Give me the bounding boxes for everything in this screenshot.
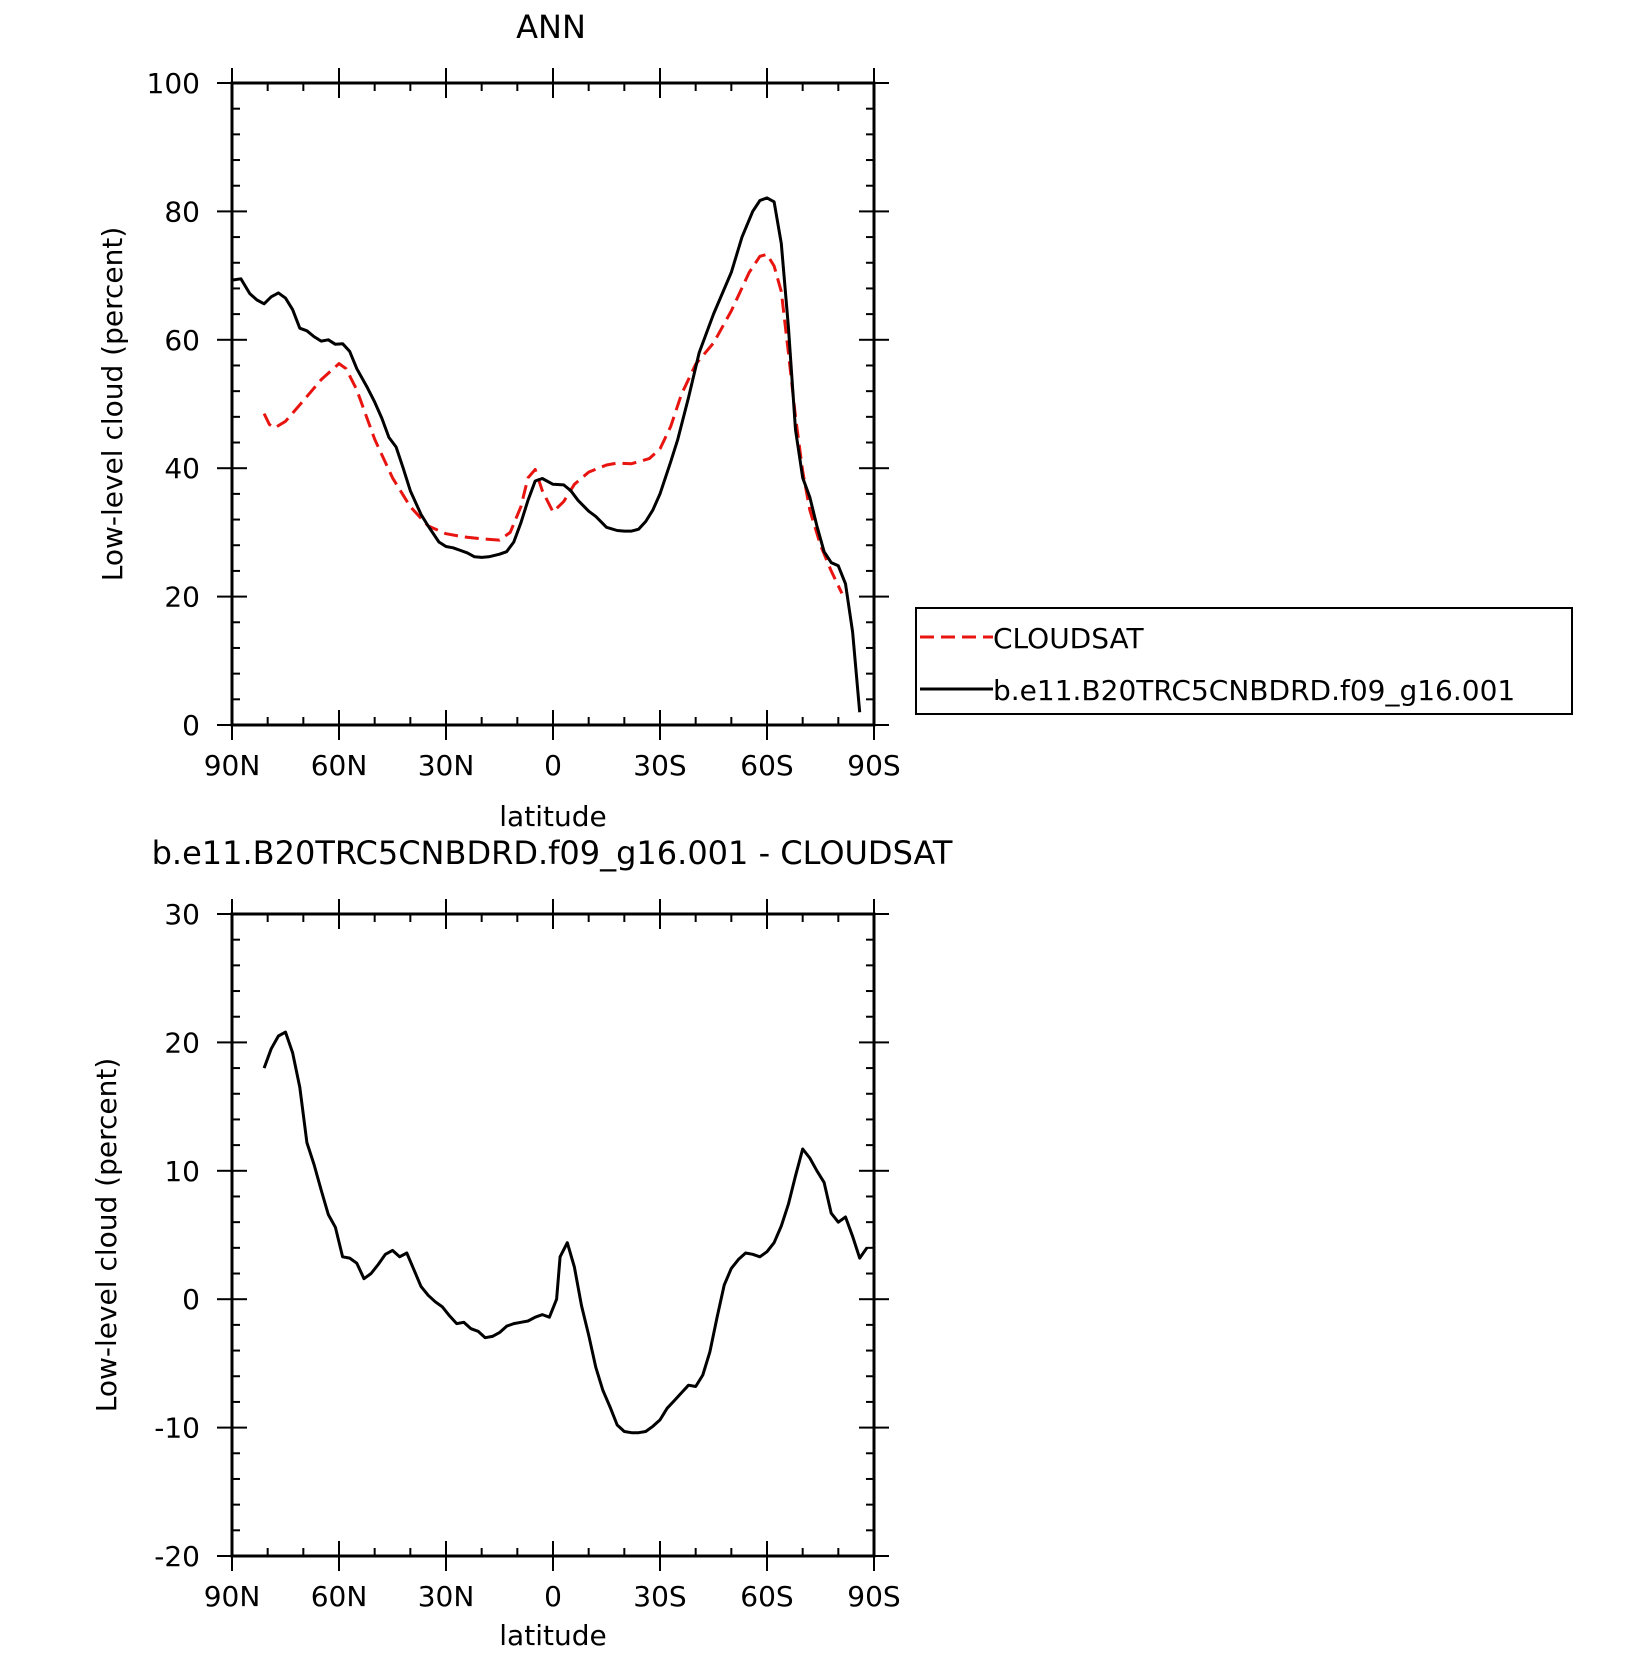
y-tick-label: 80 — [164, 195, 200, 228]
x-tick-label: 90N — [204, 749, 261, 782]
legend-label-cloudsat: CLOUDSAT — [993, 622, 1145, 655]
x-tick-label: 90N — [204, 1580, 261, 1613]
x-tick-label: 0 — [544, 749, 562, 782]
chart-title: b.e11.B20TRC5CNBDRD.f09_g16.001 - CLOUDS… — [152, 834, 953, 872]
x-tick-label: 60N — [311, 749, 368, 782]
chart-title: ANN — [516, 8, 586, 46]
y-tick-label: 100 — [147, 67, 200, 100]
x-tick-label: 30S — [633, 749, 686, 782]
y-axis-label: Low-level cloud (percent) — [90, 1058, 123, 1413]
x-axis-label: latitude — [499, 800, 606, 833]
y-tick-label: 20 — [164, 1026, 200, 1059]
plot-frame — [230, 81, 876, 727]
x-tick-label: 30N — [418, 749, 475, 782]
legend-box — [915, 607, 1573, 715]
x-tick-label: 90S — [847, 749, 900, 782]
x-tick-labels: 90N 60N 30N 0 30S 60S 90S — [204, 1580, 901, 1613]
y-tick-label: 20 — [164, 581, 200, 614]
y-tick-label: 0 — [182, 1283, 200, 1316]
y-tick-label: 60 — [164, 324, 200, 357]
y-tick-label: 10 — [164, 1155, 200, 1188]
y-tick-label: -10 — [154, 1412, 200, 1445]
tick-marks — [217, 68, 889, 740]
y-tick-label: -20 — [154, 1540, 200, 1573]
y-tick-label: 0 — [182, 709, 200, 742]
x-tick-label: 30S — [633, 1580, 686, 1613]
x-tick-label: 60S — [740, 1580, 793, 1613]
x-tick-label: 90S — [847, 1580, 900, 1613]
x-axis-label: latitude — [499, 1619, 606, 1652]
bottom-chart: b.e11.B20TRC5CNBDRD.f09_g16.001 - CLOUDS… — [90, 834, 953, 1652]
y-tick-labels: -20 -10 0 10 20 30 — [154, 898, 200, 1573]
series-line-difference — [262, 1030, 869, 1435]
series-line-model — [231, 196, 862, 713]
series-layer — [231, 196, 862, 713]
top-chart: ANN 0 20 40 60 80 100 90N 60N 30N 0 30S 60S 90S lat… — [96, 8, 1573, 833]
tick-marks — [217, 899, 889, 1571]
legend: CLOUDSAT b.e11.B20TRC5CNBDRD.f09_g16.001 — [915, 607, 1573, 715]
series-layer — [262, 1030, 869, 1435]
x-tick-labels: 90N 60N 30N 0 30S 60S 90S — [204, 749, 901, 782]
y-axis-label: Low-level cloud (percent) — [96, 227, 129, 582]
y-tick-label: 30 — [164, 898, 200, 931]
y-tick-label: 40 — [164, 452, 200, 485]
x-tick-label: 60N — [311, 1580, 368, 1613]
y-tick-labels: 0 20 40 60 80 100 — [147, 67, 200, 742]
x-tick-label: 60S — [740, 749, 793, 782]
series-line-cloudsat — [262, 252, 844, 595]
x-tick-label: 30N — [418, 1580, 475, 1613]
x-tick-label: 0 — [544, 1580, 562, 1613]
legend-label-model: b.e11.B20TRC5CNBDRD.f09_g16.001 — [993, 674, 1515, 707]
